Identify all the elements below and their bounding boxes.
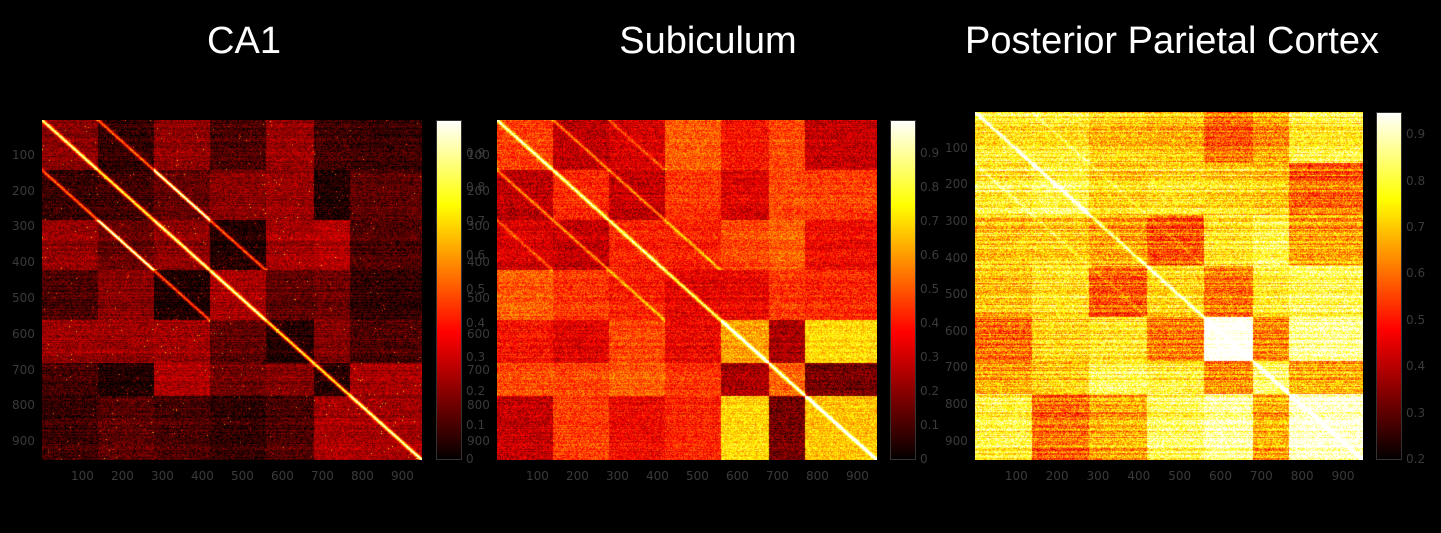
x-tick-label: 500 xyxy=(1168,469,1192,483)
colorbar-tick-label: 0.5 xyxy=(1406,312,1426,327)
heatmap-image xyxy=(975,112,1363,460)
x-tick-label: 700 xyxy=(766,469,789,483)
y-tick-label: 500 xyxy=(467,290,490,305)
colorbar-tick-label: 0.5 xyxy=(920,282,940,296)
chart-title-ppc: Posterior Parietal Cortex xyxy=(965,20,1379,62)
x-tick-label: 900 xyxy=(391,469,414,483)
y-tick-label: 400 xyxy=(467,255,490,270)
x-tick-label: 700 xyxy=(311,469,334,483)
x-tick-label: 200 xyxy=(1045,469,1069,483)
y-tick-label: 300 xyxy=(945,213,968,228)
x-tick-label: 600 xyxy=(271,469,294,483)
x-tick-label: 100 xyxy=(1004,469,1028,483)
x-tick-label: 500 xyxy=(686,469,709,483)
colorbar-tick-label: 0.1 xyxy=(466,418,486,432)
y-tick-label: 900 xyxy=(12,434,35,449)
y-tick-label: 100 xyxy=(467,147,490,162)
colorbar-tick-label: 0 xyxy=(920,452,928,466)
x-tick-label: 900 xyxy=(1331,469,1355,483)
colorbar-tick-label: 0 xyxy=(466,452,474,466)
colorbar-tick-label: 0.4 xyxy=(466,316,486,330)
x-tick-label: 800 xyxy=(806,469,829,483)
colorbar-tick-label: 0.2 xyxy=(466,384,486,398)
colorbar xyxy=(1376,112,1402,460)
x-tick-label: 200 xyxy=(111,469,134,483)
y-tick-label: 800 xyxy=(12,398,35,413)
chart-title-ca1: CA1 xyxy=(207,20,281,62)
y-tick-label: 600 xyxy=(12,326,35,341)
y-tick-label: 500 xyxy=(945,287,968,302)
colorbar-tick-label: 0.2 xyxy=(1406,452,1426,466)
colorbar-tick-label: 0.6 xyxy=(1406,266,1426,281)
x-tick-label: 600 xyxy=(1209,469,1232,483)
colorbar-tick-label: 0.4 xyxy=(920,316,940,330)
colorbar-tick-label: 0.3 xyxy=(920,350,940,364)
colorbar-tick-label: 0.8 xyxy=(1406,173,1426,188)
x-tick-label: 300 xyxy=(151,469,174,483)
x-tick-label: 200 xyxy=(566,469,589,483)
colorbar-tick-label: 0.7 xyxy=(920,214,940,228)
colorbar-frame xyxy=(890,120,916,460)
y-tick-label: 600 xyxy=(467,326,490,341)
heatmap-image xyxy=(42,120,422,460)
colorbar xyxy=(436,120,462,460)
y-tick-label: 800 xyxy=(467,398,490,413)
colorbar-tick-label: 0.3 xyxy=(466,350,486,364)
y-tick-label: 800 xyxy=(945,397,968,412)
y-tick-label: 700 xyxy=(945,360,968,375)
chart-title-subiculum: Subiculum xyxy=(619,20,797,62)
colorbar-tick-label: 0.3 xyxy=(1406,405,1426,420)
colorbar-tick-label: 0.8 xyxy=(920,180,940,194)
colorbar-tick-label: 0.2 xyxy=(920,384,940,398)
colorbar-tick-label: 0.7 xyxy=(466,214,486,228)
colorbar-tick-label: 0.6 xyxy=(920,248,940,262)
x-tick-label: 700 xyxy=(1249,469,1273,483)
y-tick-label: 100 xyxy=(945,140,968,155)
colorbar-tick-label: 0.5 xyxy=(466,282,486,296)
y-tick-label: 300 xyxy=(12,219,35,234)
x-tick-label: 100 xyxy=(71,469,94,483)
colorbar-tick-label: 0.4 xyxy=(1406,359,1426,374)
y-tick-label: 400 xyxy=(945,250,968,265)
y-tick-label: 900 xyxy=(467,434,490,449)
y-tick-label: 100 xyxy=(12,147,35,162)
x-tick-label: 400 xyxy=(191,469,214,483)
colorbar-tick-label: 0.7 xyxy=(1406,220,1426,234)
heatmap-image xyxy=(497,120,877,460)
x-tick-label: 800 xyxy=(351,469,374,483)
y-tick-label: 200 xyxy=(12,183,35,198)
x-tick-label: 400 xyxy=(1127,469,1151,483)
x-tick-label: 300 xyxy=(606,469,629,483)
x-tick-label: 500 xyxy=(231,469,254,483)
colorbar-tick-label: 0.9 xyxy=(466,146,486,160)
y-tick-label: 900 xyxy=(945,433,968,448)
y-tick-label: 700 xyxy=(12,362,35,377)
y-tick-label: 500 xyxy=(12,290,35,305)
y-tick-label: 700 xyxy=(467,362,490,377)
y-tick-label: 300 xyxy=(467,219,490,234)
colorbar-frame xyxy=(1376,112,1402,460)
colorbar-tick-label: 0.6 xyxy=(466,248,486,262)
y-tick-label: 200 xyxy=(945,177,968,192)
colorbar-tick-label: 0.9 xyxy=(1406,127,1426,142)
colorbar xyxy=(890,120,916,460)
x-tick-label: 900 xyxy=(846,469,869,483)
colorbar-tick-label: 0.8 xyxy=(466,180,486,194)
x-tick-label: 400 xyxy=(646,469,669,483)
y-tick-label: 200 xyxy=(467,183,490,198)
x-tick-label: 100 xyxy=(526,469,549,483)
y-tick-label: 600 xyxy=(945,323,968,338)
colorbar-frame xyxy=(436,120,462,460)
x-tick-label: 600 xyxy=(726,469,749,483)
x-tick-label: 300 xyxy=(1086,469,1110,483)
x-tick-label: 800 xyxy=(1290,469,1314,483)
colorbar-tick-label: 0.9 xyxy=(920,146,940,160)
colorbar-tick-label: 0.1 xyxy=(920,418,940,432)
y-tick-label: 400 xyxy=(12,255,35,270)
